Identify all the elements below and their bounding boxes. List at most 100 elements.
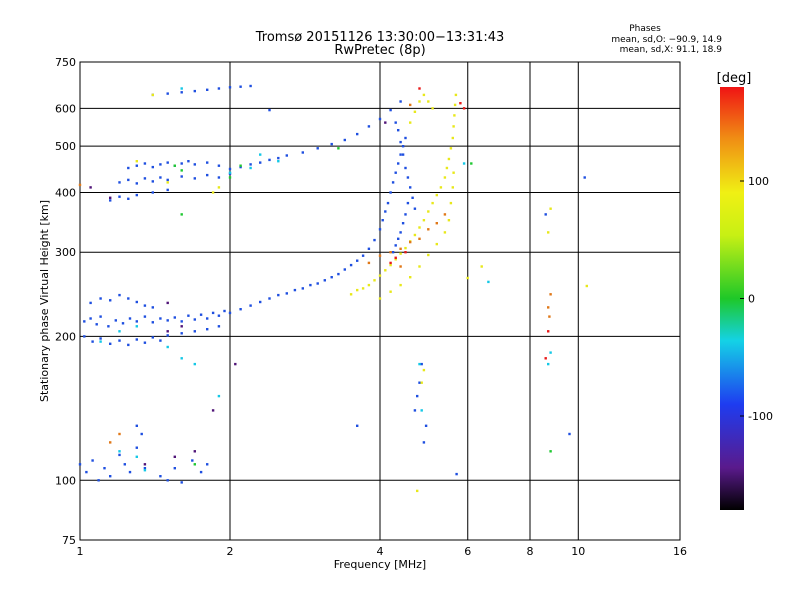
echo-point — [99, 340, 102, 343]
echo-point — [95, 323, 98, 326]
echo-point — [401, 145, 405, 148]
echo-point — [268, 158, 271, 162]
echo-point — [435, 193, 438, 197]
echo-point — [97, 479, 100, 482]
echo-point — [487, 280, 490, 284]
echo-point — [135, 455, 138, 458]
echo-point — [301, 151, 304, 154]
echo-point — [166, 178, 169, 182]
echo-point — [206, 88, 209, 91]
echo-point — [166, 319, 169, 322]
echo-point — [459, 102, 462, 105]
echo-point — [268, 108, 271, 112]
echo-point — [356, 288, 359, 292]
echo-point — [409, 186, 412, 189]
echo-point — [452, 171, 455, 174]
echo-point — [411, 196, 414, 199]
echo-point — [159, 339, 162, 342]
echo-point — [384, 269, 387, 272]
y-tick-label: 75 — [62, 534, 76, 547]
colorbar-label: [deg] — [717, 71, 752, 86]
echo-point — [140, 432, 143, 436]
echo-point — [128, 317, 132, 320]
echo-point — [217, 325, 221, 328]
x-tick-label: 8 — [527, 545, 534, 558]
echo-point — [422, 219, 426, 222]
echo-point — [418, 237, 421, 240]
echo-point — [427, 228, 430, 231]
echo-point — [301, 287, 304, 290]
echo-point — [135, 320, 138, 323]
echo-point — [373, 238, 376, 242]
echo-point — [228, 176, 232, 179]
echo-point — [431, 107, 434, 110]
echo-point — [166, 345, 169, 349]
echo-point — [135, 325, 138, 328]
echo-point — [143, 341, 147, 344]
x-tick-label: 6 — [464, 545, 471, 558]
echo-point — [422, 93, 426, 97]
y-tick-label: 750 — [55, 56, 76, 69]
echo-point — [135, 160, 138, 163]
echo-point — [143, 304, 147, 307]
echo-point — [337, 147, 340, 150]
y-axis-label: Stationary phase Virtual Height [km] — [38, 200, 51, 402]
echo-point — [397, 237, 400, 240]
colorbar-ticks: 100 0 -100 — [740, 175, 773, 423]
echo-point — [378, 274, 382, 277]
echo-point — [180, 91, 183, 94]
echo-point — [99, 315, 102, 318]
echo-point — [239, 308, 242, 311]
echo-point — [127, 343, 130, 347]
echo-point — [391, 251, 395, 254]
echo-point — [547, 231, 550, 234]
echo-point — [413, 233, 417, 237]
echo-point — [151, 336, 154, 339]
echo-point — [416, 394, 419, 398]
echo-point — [118, 453, 121, 457]
echo-point — [389, 261, 392, 265]
echo-point — [151, 321, 154, 324]
echo-point — [127, 297, 130, 300]
echo-point — [206, 328, 209, 331]
echo-point — [217, 176, 221, 179]
echo-point — [180, 87, 183, 90]
echo-point — [217, 314, 221, 317]
echo-point — [109, 199, 112, 202]
echo-point — [277, 293, 280, 297]
echo-point — [228, 171, 232, 174]
echo-point — [451, 136, 454, 140]
y-tick-label: 300 — [55, 246, 76, 259]
echo-point — [453, 114, 456, 117]
echo-point — [480, 265, 483, 268]
echo-point — [135, 338, 138, 341]
echo-point — [127, 178, 130, 182]
echo-point — [151, 93, 154, 97]
echo-point — [217, 394, 221, 398]
echo-point — [549, 450, 552, 453]
echo-point — [293, 288, 297, 292]
echo-point — [91, 340, 94, 343]
colorbar-tick-label: 100 — [748, 175, 769, 188]
y-tick-label: 400 — [55, 186, 76, 199]
echo-point — [427, 253, 430, 257]
echo-point — [173, 316, 176, 319]
echo-point — [239, 164, 242, 167]
echo-point — [386, 201, 390, 205]
echo-point — [166, 188, 169, 192]
echo-point — [118, 181, 121, 184]
echo-point — [435, 242, 438, 246]
y-axis-ticks: 75 100 200 300 400 500 600 750 — [55, 56, 76, 547]
chart-title: Tromsø 20151126 13:30:00−13:31:43 — [255, 30, 505, 45]
echo-point — [399, 100, 402, 103]
echo-point — [118, 339, 121, 342]
echo-point — [394, 244, 397, 247]
echo-point — [217, 87, 221, 90]
echo-point — [422, 368, 426, 372]
echo-point — [211, 409, 215, 412]
echo-point — [151, 191, 154, 194]
echo-point — [78, 463, 82, 466]
echo-point — [401, 222, 405, 225]
echo-point — [180, 320, 183, 323]
echo-point — [462, 162, 466, 165]
